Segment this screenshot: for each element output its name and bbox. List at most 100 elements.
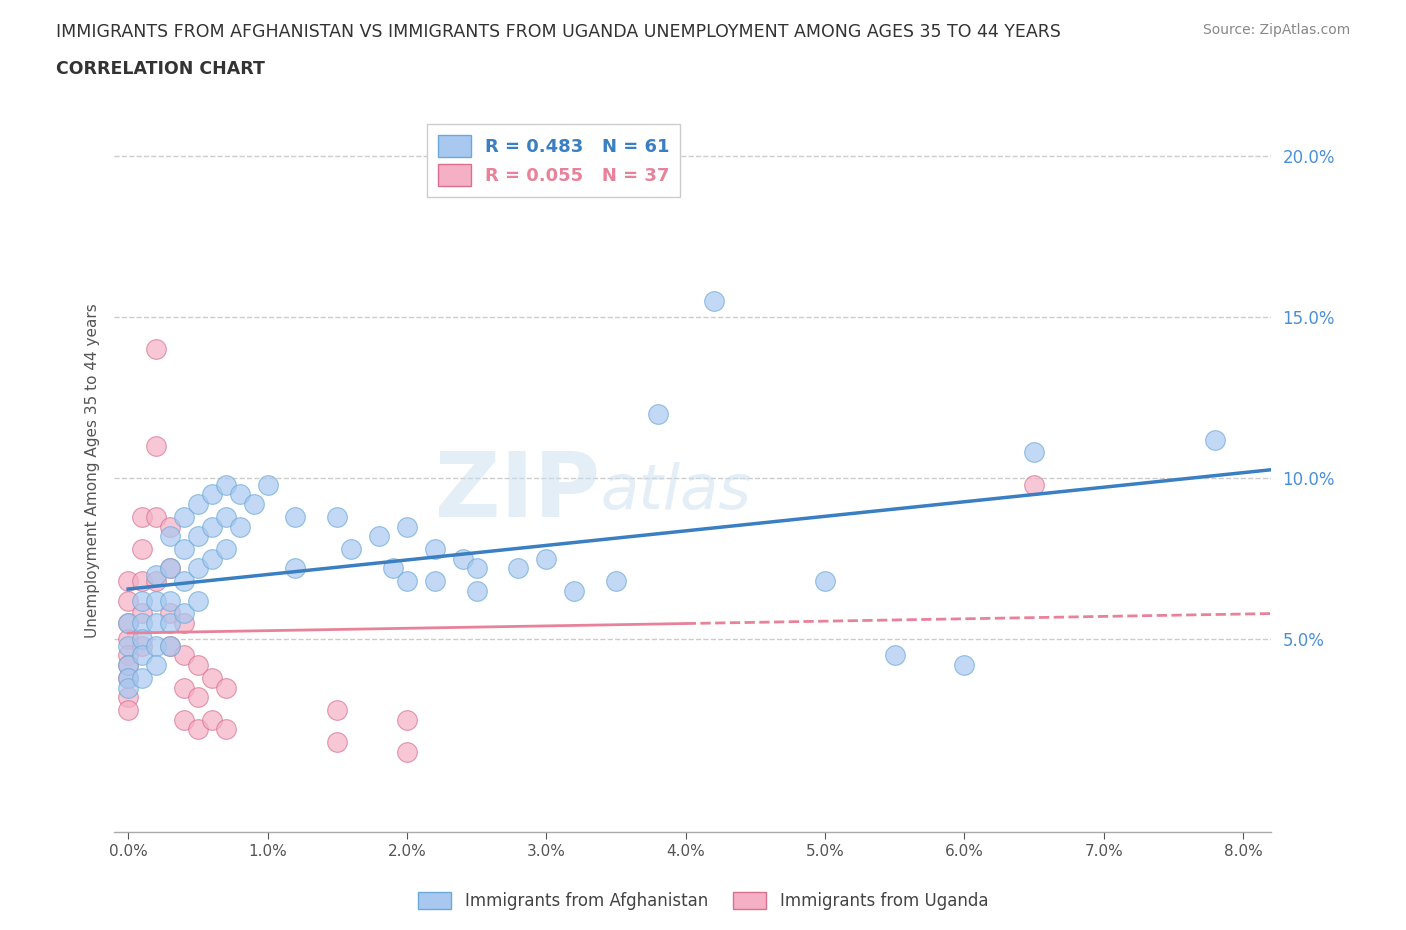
Point <box>117 648 139 663</box>
Point <box>145 593 167 608</box>
Point <box>465 583 488 598</box>
Point <box>284 561 307 576</box>
Point <box>562 583 585 598</box>
Point <box>340 541 363 556</box>
Point <box>451 551 474 566</box>
Point <box>159 638 181 653</box>
Point <box>395 519 418 534</box>
Point <box>117 690 139 705</box>
Point <box>159 561 181 576</box>
Text: Source: ZipAtlas.com: Source: ZipAtlas.com <box>1202 23 1350 37</box>
Point <box>187 561 209 576</box>
Point <box>117 671 139 685</box>
Legend: R = 0.483   N = 61, R = 0.055   N = 37: R = 0.483 N = 61, R = 0.055 N = 37 <box>427 125 681 197</box>
Point <box>117 671 139 685</box>
Point <box>187 529 209 544</box>
Point <box>159 606 181 621</box>
Y-axis label: Unemployment Among Ages 35 to 44 years: Unemployment Among Ages 35 to 44 years <box>86 303 100 638</box>
Point <box>117 658 139 672</box>
Point <box>131 631 153 646</box>
Point <box>159 638 181 653</box>
Point <box>159 519 181 534</box>
Point <box>131 671 153 685</box>
Point <box>187 722 209 737</box>
Point <box>173 606 195 621</box>
Point <box>145 658 167 672</box>
Text: ZIP: ZIP <box>434 448 600 536</box>
Text: CORRELATION CHART: CORRELATION CHART <box>56 60 266 78</box>
Point <box>215 722 238 737</box>
Point <box>201 487 224 502</box>
Point <box>605 574 627 589</box>
Point <box>131 616 153 631</box>
Point <box>228 487 250 502</box>
Point <box>131 574 153 589</box>
Point <box>326 735 349 750</box>
Point <box>173 541 195 556</box>
Point <box>131 593 153 608</box>
Point <box>117 593 139 608</box>
Point <box>131 510 153 525</box>
Point <box>159 616 181 631</box>
Text: IMMIGRANTS FROM AFGHANISTAN VS IMMIGRANTS FROM UGANDA UNEMPLOYMENT AMONG AGES 35: IMMIGRANTS FROM AFGHANISTAN VS IMMIGRANT… <box>56 23 1062 41</box>
Point <box>173 574 195 589</box>
Point <box>159 561 181 576</box>
Point <box>215 510 238 525</box>
Point <box>117 680 139 695</box>
Point <box>423 574 446 589</box>
Point <box>131 606 153 621</box>
Point <box>187 658 209 672</box>
Point <box>131 648 153 663</box>
Point <box>159 593 181 608</box>
Point <box>131 541 153 556</box>
Point <box>145 616 167 631</box>
Point <box>145 510 167 525</box>
Point <box>242 497 264 512</box>
Point <box>173 510 195 525</box>
Point <box>201 671 224 685</box>
Point <box>117 616 139 631</box>
Point <box>187 497 209 512</box>
Point <box>703 294 725 309</box>
Point <box>201 551 224 566</box>
Point <box>536 551 558 566</box>
Point <box>395 745 418 760</box>
Point <box>883 648 905 663</box>
Point <box>187 690 209 705</box>
Point <box>814 574 837 589</box>
Point <box>326 510 349 525</box>
Point <box>117 574 139 589</box>
Point <box>215 680 238 695</box>
Point <box>215 477 238 492</box>
Point <box>395 574 418 589</box>
Point <box>368 529 391 544</box>
Legend: Immigrants from Afghanistan, Immigrants from Uganda: Immigrants from Afghanistan, Immigrants … <box>412 885 994 917</box>
Point <box>326 702 349 717</box>
Point <box>145 439 167 454</box>
Point <box>423 541 446 556</box>
Point <box>465 561 488 576</box>
Point <box>215 541 238 556</box>
Point <box>131 638 153 653</box>
Point <box>1024 477 1046 492</box>
Point <box>145 342 167 357</box>
Point <box>395 712 418 727</box>
Point <box>228 519 250 534</box>
Point <box>173 680 195 695</box>
Point <box>173 712 195 727</box>
Point <box>159 529 181 544</box>
Point <box>1024 445 1046 460</box>
Point <box>117 702 139 717</box>
Point <box>381 561 404 576</box>
Point <box>508 561 530 576</box>
Point <box>173 616 195 631</box>
Point <box>117 631 139 646</box>
Point <box>187 593 209 608</box>
Point <box>117 638 139 653</box>
Point <box>145 574 167 589</box>
Point <box>647 406 669 421</box>
Text: atlas: atlas <box>600 462 751 522</box>
Point <box>256 477 278 492</box>
Point <box>117 658 139 672</box>
Point <box>145 567 167 582</box>
